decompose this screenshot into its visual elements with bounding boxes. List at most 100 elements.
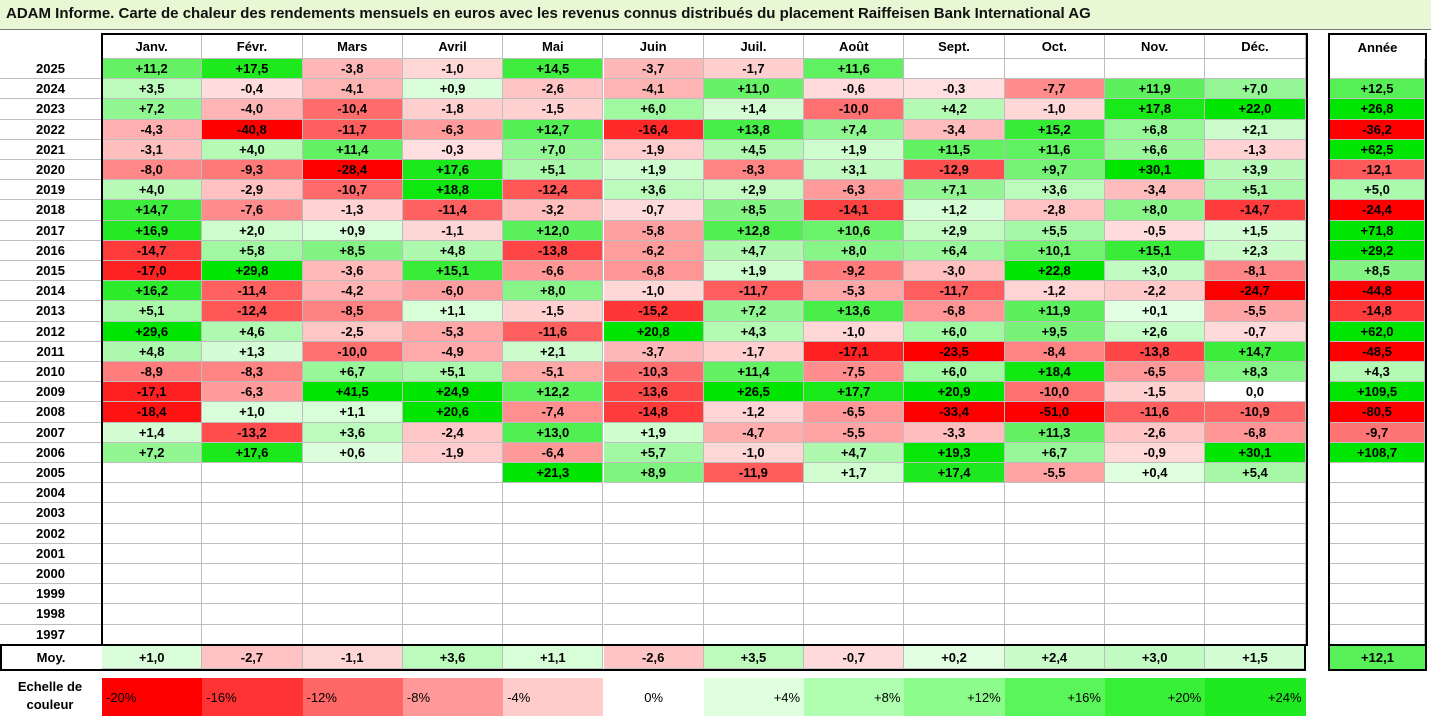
heatmap-cell: -4,2: [302, 281, 403, 302]
heatmap-cell: -4,1: [603, 79, 704, 100]
heatmap-cell: -23,5: [904, 341, 1005, 362]
heatmap-cell: [603, 584, 704, 605]
heatmap-cell: +8,5: [302, 240, 403, 261]
year-label: 2002: [0, 523, 102, 544]
annual-cell: -80,5: [1330, 402, 1425, 423]
heatmap-cell: +1,3: [202, 341, 303, 362]
heatmap-cell: [302, 463, 403, 484]
year-label: 2005: [0, 463, 102, 484]
heatmap-cell: +4,2: [904, 99, 1005, 120]
year-label: 1997: [0, 624, 102, 645]
heatmap-cell: -5,1: [503, 362, 604, 383]
heatmap-cell: -3,0: [904, 261, 1005, 282]
heatmap-cell: [202, 624, 303, 645]
heatmap-cell: -10,3: [603, 362, 704, 383]
heatmap-cell: -6,5: [804, 402, 905, 423]
chart-title: ADAM Informe. Carte de chaleur des rende…: [6, 5, 1091, 22]
heatmap-cell: -1,5: [503, 301, 604, 322]
annual-cell: +26,8: [1330, 99, 1425, 120]
heatmap-cell: [703, 624, 805, 645]
year-label: 2008: [0, 402, 102, 423]
heatmap-cell: [1105, 483, 1206, 504]
heatmap-cell: +9,7: [1004, 160, 1105, 181]
heatmap-cell: +3,6: [1004, 180, 1105, 201]
year-label: 2001: [0, 543, 102, 564]
heatmap-cell: +11,0: [703, 79, 805, 100]
heatmap-cell: [1205, 564, 1306, 585]
annual-cell: [1330, 463, 1425, 484]
heatmap-cell: -1,0: [402, 59, 504, 80]
heatmap-cell: +17,8: [1105, 99, 1206, 120]
heatmap-cell: [1105, 604, 1206, 625]
heatmap-cell: +9,5: [1004, 321, 1105, 342]
heatmap-cell: +22,8: [1004, 261, 1105, 282]
heatmap-cell: [102, 503, 203, 524]
heatmap-cell: +5,4: [1205, 463, 1306, 484]
heatmap-cell: -1,3: [302, 200, 403, 221]
heatmap-cell: -7,5: [804, 362, 905, 383]
heatmap-cell: +4,0: [202, 139, 303, 160]
color-scale-step: +8%: [804, 678, 905, 716]
heatmap-cell: -5,3: [804, 281, 905, 302]
year-label: 2014: [0, 281, 102, 302]
heatmap-cell: -4,9: [402, 341, 504, 362]
heatmap-cell: -1,2: [1004, 281, 1105, 302]
heatmap-cell: [904, 564, 1005, 585]
heatmap-cell: +5,5: [1004, 220, 1105, 241]
heatmap-cell: +3,1: [804, 160, 905, 181]
heatmap-cell: +11,3: [1004, 422, 1105, 443]
heatmap-cell: [1004, 564, 1105, 585]
heatmap-cell: -3,7: [603, 341, 704, 362]
heatmap-cell: -33,4: [904, 402, 1005, 423]
heatmap-cell: -14,7: [102, 240, 203, 261]
heatmap-cell: +5,8: [202, 240, 303, 261]
heatmap-cell: -6,6: [503, 261, 604, 282]
heatmap-cell: [1004, 584, 1105, 605]
heatmap-cell: [402, 463, 504, 484]
heatmap-cell: -1,0: [603, 281, 704, 302]
heatmap-cell: -3,6: [302, 261, 403, 282]
heatmap-cell: +7,2: [102, 442, 203, 463]
heatmap-cell: +29,8: [202, 261, 303, 282]
heatmap-cell: -1,8: [402, 99, 504, 120]
heatmap-cell: [603, 483, 704, 504]
year-label: 2004: [0, 483, 102, 504]
annual-cell: +4,3: [1330, 362, 1425, 383]
heatmap-cell: -0,4: [202, 79, 303, 100]
color-scale-step: -8%: [402, 678, 504, 716]
average-cell: +1,5: [1205, 646, 1306, 669]
year-label: 2022: [0, 119, 102, 140]
month-header: Juil.: [703, 35, 805, 59]
year-label: 2010: [0, 362, 102, 383]
heatmap-cell: +21,3: [503, 463, 604, 484]
heatmap-cell: [904, 523, 1005, 544]
heatmap-cell: -13,6: [603, 382, 704, 403]
heatmap-cell: -7,6: [202, 200, 303, 221]
heatmap-cell: [904, 483, 1005, 504]
heatmap-cell: [703, 584, 805, 605]
heatmap-cell: +17,4: [904, 463, 1005, 484]
color-scale-label-text: Echelle de couleur: [17, 679, 83, 712]
heatmap-cell: -7,4: [503, 402, 604, 423]
month-header: Sept.: [904, 35, 1005, 59]
year-label: 2003: [0, 503, 102, 524]
month-header: Août: [804, 35, 905, 59]
heatmap-cell: [603, 503, 704, 524]
heatmap-cell: +1,4: [102, 422, 203, 443]
heatmap-cell: +11,9: [1105, 79, 1206, 100]
heatmap-cell: -3,7: [603, 59, 704, 80]
heatmap-cell: -14,8: [603, 402, 704, 423]
heatmap-cell: +13,0: [503, 422, 604, 443]
heatmap-cell: [302, 503, 403, 524]
heatmap-cell: +5,1: [102, 301, 203, 322]
heatmap-cell: [202, 543, 303, 564]
heatmap-cell: +3,6: [302, 422, 403, 443]
heatmap-cell: +11,9: [1004, 301, 1105, 322]
heatmap-cell: -16,4: [603, 119, 704, 140]
heatmap-cell: -14,7: [1205, 200, 1306, 221]
heatmap-cell: [703, 543, 805, 564]
heatmap-cell: [102, 483, 203, 504]
average-annual-cell: +12,1: [1330, 646, 1425, 669]
year-label: 2020: [0, 160, 102, 181]
heatmap-cell: [703, 523, 805, 544]
